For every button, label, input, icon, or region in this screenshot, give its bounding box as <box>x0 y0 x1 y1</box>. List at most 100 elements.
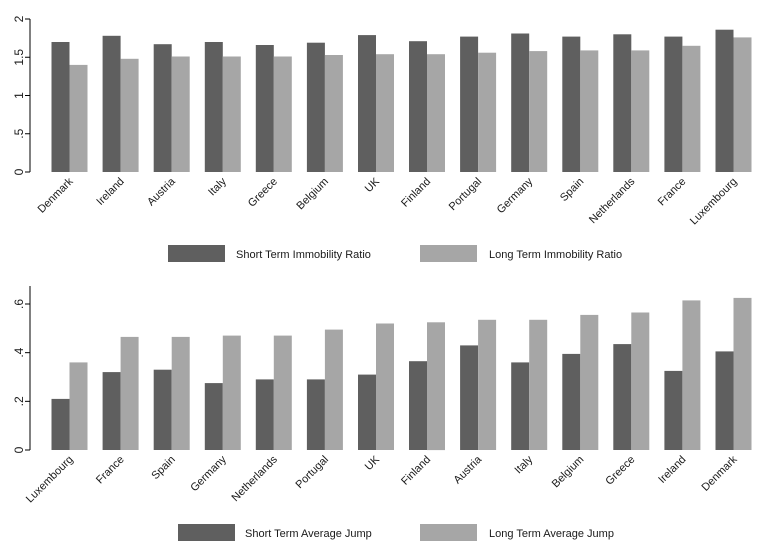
legend-label: Long Term Immobility Ratio <box>489 249 622 261</box>
bar-short-italy <box>511 362 530 450</box>
bar-short-netherlands <box>613 34 632 172</box>
bar-long-italy <box>529 319 548 450</box>
bar-long-ireland <box>120 58 139 172</box>
legend-label: Short Term Immobility Ratio <box>236 249 371 261</box>
bar-short-austria <box>153 44 172 173</box>
bar-short-finland <box>409 41 427 173</box>
x-tick-label: Luxembourg <box>24 454 76 506</box>
bar-short-belgium <box>306 42 325 173</box>
bar-short-france <box>102 372 121 450</box>
x-tick-label: Portugal <box>294 454 331 491</box>
x-tick-label: Greece <box>603 454 637 488</box>
x-tick-label: Ireland <box>94 176 126 208</box>
bar-long-germany <box>222 335 241 450</box>
bar-short-spain <box>562 36 581 172</box>
bar-short-uk <box>358 35 376 172</box>
bar-long-finland <box>427 54 445 173</box>
x-tick-label: Belgium <box>294 176 331 213</box>
x-tick-label: France <box>656 176 689 209</box>
bar-short-austria <box>460 345 479 450</box>
bar-short-greece <box>255 45 274 172</box>
bar-long-france <box>120 336 139 450</box>
legend-swatch <box>420 245 477 262</box>
bar-long-spain <box>580 50 599 172</box>
bar-short-luxembourg <box>715 29 734 173</box>
bar-short-france <box>664 36 683 172</box>
bar-long-luxembourg <box>69 362 88 450</box>
x-tick-label: Spain <box>149 454 177 482</box>
bar-short-denmark <box>715 351 734 450</box>
bar-short-italy <box>204 42 223 172</box>
y-tick-label: 0 <box>12 168 26 175</box>
bar-long-netherlands <box>273 335 292 450</box>
bar-long-france <box>682 45 701 172</box>
bar-long-uk <box>376 323 394 450</box>
bar-long-netherlands <box>631 50 650 172</box>
bar-short-germany <box>204 383 223 450</box>
bar-short-denmark <box>51 42 70 172</box>
x-tick-label: UK <box>363 175 383 195</box>
bar-long-uk <box>376 54 394 173</box>
x-tick-label: Spain <box>558 176 586 204</box>
legend-label: Long Term Average Jump <box>489 528 614 540</box>
x-tick-label: Portugal <box>447 176 484 213</box>
y-tick-label: 2 <box>12 15 26 22</box>
bar-long-denmark <box>733 297 752 450</box>
x-tick-label: Austria <box>145 175 178 208</box>
bar-short-ireland <box>664 370 683 450</box>
bar-long-greece <box>631 312 650 450</box>
y-tick-label: .6 <box>12 299 26 309</box>
bar-long-belgium <box>580 314 599 450</box>
x-tick-label: Italy <box>513 453 536 476</box>
bar-long-portugal <box>324 329 343 450</box>
x-tick-label: Netherlands <box>230 453 281 504</box>
bar-short-netherlands <box>255 379 274 450</box>
bar-long-luxembourg <box>733 37 752 173</box>
y-tick-label: 1.5 <box>12 49 26 66</box>
x-tick-label: Germany <box>188 453 229 494</box>
x-tick-label: Belgium <box>550 454 587 491</box>
legend-swatch <box>168 245 225 262</box>
legend-label: Short Term Average Jump <box>245 528 372 540</box>
bar-long-portugal <box>478 52 497 173</box>
x-tick-label: UK <box>363 453 383 473</box>
x-tick-label: Italy <box>206 175 229 198</box>
x-tick-label: Luxembourg <box>688 176 740 228</box>
x-tick-label: Denmark <box>700 453 740 493</box>
x-tick-label: Finland <box>399 176 433 210</box>
y-tick-label: .2 <box>12 396 26 406</box>
y-tick-label: .4 <box>12 347 26 357</box>
bar-long-germany <box>529 51 548 172</box>
bar-long-belgium <box>324 55 343 172</box>
bar-long-denmark <box>69 64 88 172</box>
y-tick-label: 1 <box>12 92 26 99</box>
x-tick-label: Ireland <box>656 454 688 486</box>
legend-swatch <box>420 524 477 541</box>
bar-short-portugal <box>306 379 325 450</box>
x-tick-label: Greece <box>246 176 280 210</box>
bar-short-spain <box>153 369 172 450</box>
x-tick-label: Denmark <box>36 175 76 215</box>
x-tick-label: France <box>94 454 127 487</box>
bar-long-spain <box>171 336 190 450</box>
bar-long-austria <box>171 56 190 172</box>
bar-short-uk <box>358 374 376 450</box>
chart-panel-1: 0 .5 1 1.5 2 Denmark Ireland Austria Italy Greece… <box>12 15 752 262</box>
legend-swatch <box>178 524 235 541</box>
bar-long-finland <box>427 322 445 451</box>
bar-long-ireland <box>682 300 701 450</box>
bar-long-italy <box>222 56 241 172</box>
chart-panel-2: 0 .2 .4 .6 Luxembourg France Spain Germany Nethe… <box>12 286 752 541</box>
y-tick-label: .5 <box>12 128 26 138</box>
bar-short-greece <box>613 344 632 450</box>
bar-short-belgium <box>562 353 581 450</box>
x-tick-label: Germany <box>495 175 536 216</box>
bar-short-luxembourg <box>51 398 70 450</box>
x-tick-label: Netherlands <box>587 175 638 226</box>
bar-long-greece <box>273 56 292 172</box>
y-tick-label: 0 <box>12 446 26 453</box>
bar-short-ireland <box>102 35 121 172</box>
x-tick-label: Austria <box>452 453 485 486</box>
